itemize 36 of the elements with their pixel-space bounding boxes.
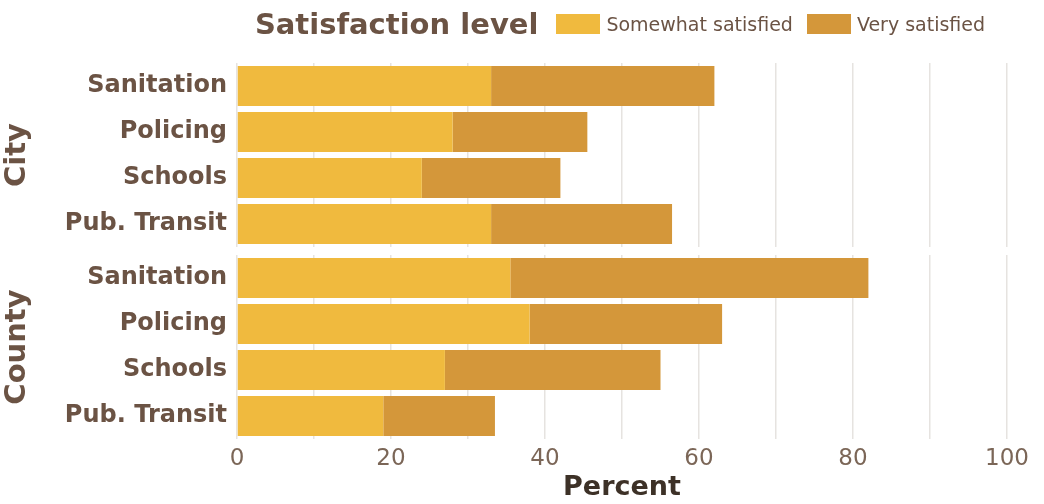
y-tick-label: Policing	[119, 308, 227, 337]
x-tick-label: 100	[985, 443, 1029, 470]
legend-label: Somewhat satisfied	[606, 13, 793, 35]
bar	[421, 157, 561, 199]
y-tick-label: Schools	[122, 162, 227, 191]
bar	[237, 257, 511, 299]
y-tick-label: Schools	[122, 354, 227, 383]
x-axis-title: Percent	[563, 469, 682, 501]
y-tick-label: Sanitation	[87, 262, 227, 291]
bar	[383, 395, 495, 437]
bar	[237, 303, 530, 345]
x-tick-label: 20	[376, 443, 406, 470]
bar	[237, 395, 384, 437]
y-axis-title: City	[0, 122, 32, 187]
bar	[529, 303, 723, 345]
x-tick-label: 0	[229, 443, 245, 470]
y-tick-label: Policing	[119, 116, 227, 145]
bar	[237, 349, 445, 391]
bar	[237, 111, 453, 153]
bar	[237, 65, 492, 107]
bar	[237, 157, 422, 199]
bar	[237, 203, 492, 245]
x-tick-label: 60	[684, 443, 714, 470]
y-tick-label: Sanitation	[87, 70, 227, 99]
legend-label: Very satisfied	[856, 13, 986, 35]
bar	[491, 65, 715, 107]
x-tick-label: 80	[838, 443, 868, 470]
legend-title: Satisfaction level	[254, 7, 539, 41]
bar	[444, 349, 661, 391]
bar	[491, 203, 673, 245]
x-tick-label: 40	[530, 443, 560, 470]
y-tick-label: Pub. Transit	[64, 400, 227, 429]
y-axis-title: County	[0, 289, 32, 405]
bar	[452, 111, 588, 153]
y-tick-label: Pub. Transit	[64, 208, 227, 237]
bar	[510, 257, 869, 299]
